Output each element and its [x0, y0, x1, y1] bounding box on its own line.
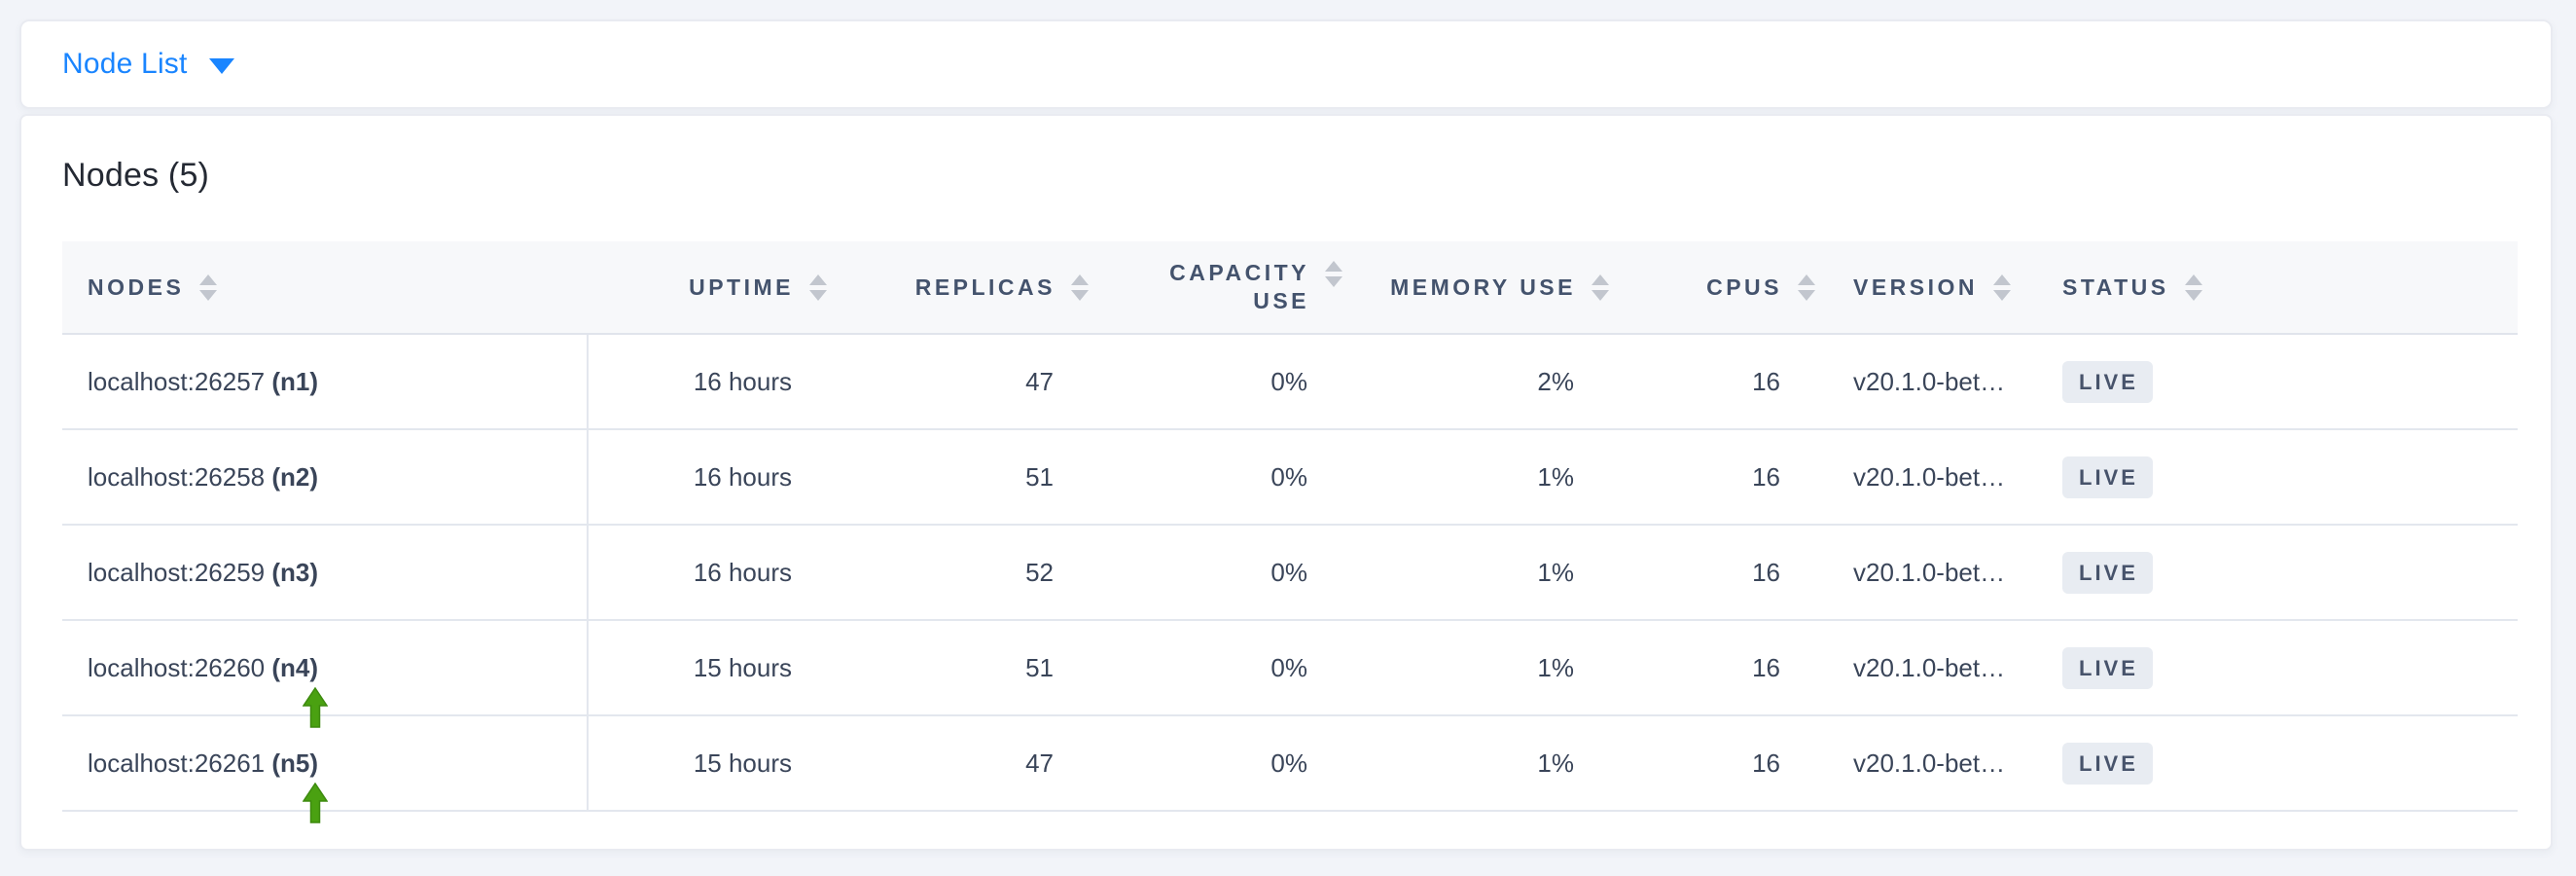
node-id: (n2): [271, 461, 319, 492]
node-id: (n3): [271, 557, 319, 587]
table-row: localhost:26257 (n1) 16 hours 47 0% 2% 16 v20.…: [62, 334, 2518, 430]
column-header-nodes[interactable]: NODES: [62, 241, 588, 335]
page-title: Nodes (5): [62, 157, 210, 194]
memory_use-cell: 1%: [1342, 429, 1609, 526]
version-cell: v20.1.0-bet…: [1815, 334, 2062, 430]
sort-icon-replicas[interactable]: [1071, 274, 1089, 301]
table-row: localhost:26259 (n3) 16 hours 52 0% 1% 16 v20.…: [62, 525, 2518, 621]
memory_use-cell: 2%: [1342, 334, 1609, 430]
sort-icon-version[interactable]: [1993, 274, 2012, 301]
node-id: (n5): [271, 748, 319, 778]
node-list-table: NODES UPTIME REPLICAS CAPACITY USE MEMORY USE…: [62, 241, 2518, 812]
table-row: localhost:26260 (n4) 15 hours 51 0% 1% 16 v20.…: [62, 620, 2518, 716]
version-cell: v20.1.0-bet…: [1815, 525, 2062, 621]
capacity_use-cell: 0%: [1089, 715, 1342, 812]
version-cell: v20.1.0-bet…: [1815, 429, 2062, 526]
status-cell: LIVE: [2062, 525, 2518, 621]
cpus-cell: 16: [1609, 429, 1815, 526]
cpus-cell: 16: [1609, 334, 1815, 430]
status-badge: LIVE: [2062, 456, 2153, 498]
replicas-cell: 51: [827, 429, 1089, 526]
cpus-cell: 16: [1609, 620, 1815, 716]
memory_use-cell: 1%: [1342, 525, 1609, 621]
memory_use-cell: 1%: [1342, 620, 1609, 716]
column-label-version: VERSION: [1853, 274, 1979, 300]
node-address-cell: localhost:26260 (n4): [62, 620, 589, 716]
chevron-down-icon: [208, 57, 234, 74]
capacity_use-cell: 0%: [1089, 334, 1342, 430]
column-header-memory_use[interactable]: MEMORY USE: [1342, 241, 1609, 335]
node-address-cell: localhost:26261 (n5): [62, 715, 589, 812]
node-list-dropdown[interactable]: Node List: [19, 19, 2553, 109]
status-cell: LIVE: [2062, 620, 2518, 716]
status-badge: LIVE: [2062, 646, 2153, 689]
node-address-cell: localhost:26257 (n1): [62, 334, 589, 430]
column-header-uptime[interactable]: UPTIME: [588, 241, 827, 335]
column-header-replicas[interactable]: REPLICAS: [827, 241, 1089, 335]
uptime-cell: 15 hours: [588, 715, 827, 812]
node-address-cell: localhost:26258 (n2): [62, 429, 589, 526]
sort-icon-nodes[interactable]: [199, 274, 218, 301]
table-header-row: NODES UPTIME REPLICAS CAPACITY USE MEMORY USE…: [62, 241, 2518, 335]
replicas-cell: 51: [827, 620, 1089, 716]
sort-icon-status[interactable]: [2184, 274, 2202, 301]
node-address: localhost:26258: [88, 461, 272, 492]
column-label-cpus: CPUS: [1706, 274, 1782, 300]
replicas-cell: 52: [827, 525, 1089, 621]
version-cell: v20.1.0-bet…: [1815, 715, 2062, 812]
node-address-cell: localhost:26259 (n3): [62, 525, 589, 621]
column-label-nodes: NODES: [88, 274, 185, 300]
node-id: (n4): [271, 652, 319, 682]
status-cell: LIVE: [2062, 715, 2518, 812]
node-address: localhost:26257: [88, 366, 272, 396]
cpus-cell: 16: [1609, 715, 1815, 812]
uptime-cell: 15 hours: [588, 620, 827, 716]
status-cell: LIVE: [2062, 429, 2518, 526]
sort-icon-capacity_use[interactable]: [1325, 261, 1342, 288]
table-row: localhost:26261 (n5) 15 hours 47 0% 1% 16 v20.…: [62, 715, 2518, 812]
capacity_use-cell: 0%: [1089, 525, 1342, 621]
sort-icon-memory_use[interactable]: [1592, 274, 1609, 301]
node-address: localhost:26261: [88, 748, 272, 778]
node-address: localhost:26259: [88, 557, 272, 587]
column-header-status[interactable]: STATUS: [2062, 241, 2518, 335]
status-badge: LIVE: [2062, 742, 2153, 785]
memory_use-cell: 1%: [1342, 715, 1609, 812]
table-row: localhost:26258 (n2) 16 hours 51 0% 1% 16 v20.…: [62, 429, 2518, 526]
status-badge: LIVE: [2062, 360, 2153, 403]
capacity_use-cell: 0%: [1089, 620, 1342, 716]
uptime-cell: 16 hours: [588, 429, 827, 526]
column-header-cpus[interactable]: CPUS: [1609, 241, 1815, 335]
column-label-memory_use: MEMORY USE: [1390, 274, 1576, 300]
node-id: (n1): [271, 366, 319, 396]
node-list-dropdown-label: Node List: [62, 48, 188, 80]
status-badge: LIVE: [2062, 551, 2153, 594]
column-header-version[interactable]: VERSION: [1815, 241, 2062, 335]
cpus-cell: 16: [1609, 525, 1815, 621]
column-header-capacity_use[interactable]: CAPACITY USE: [1089, 241, 1342, 335]
sort-icon-cpus[interactable]: [1798, 274, 1815, 301]
replicas-cell: 47: [827, 715, 1089, 812]
column-label-uptime: UPTIME: [689, 274, 794, 300]
node-address: localhost:26260: [88, 652, 272, 682]
replicas-cell: 47: [827, 334, 1089, 430]
column-label-capacity_use: CAPACITY USE: [1169, 260, 1309, 313]
version-cell: v20.1.0-bet…: [1815, 620, 2062, 716]
capacity_use-cell: 0%: [1089, 429, 1342, 526]
uptime-cell: 16 hours: [588, 525, 827, 621]
column-label-status: STATUS: [2062, 274, 2169, 300]
sort-icon-uptime[interactable]: [809, 274, 827, 301]
uptime-cell: 16 hours: [588, 334, 827, 430]
nodes-card: Nodes (5) NODES UPTIME REPLICAS CAPACITY USE…: [19, 114, 2553, 851]
status-cell: LIVE: [2062, 334, 2518, 430]
column-label-replicas: REPLICAS: [914, 274, 1055, 300]
